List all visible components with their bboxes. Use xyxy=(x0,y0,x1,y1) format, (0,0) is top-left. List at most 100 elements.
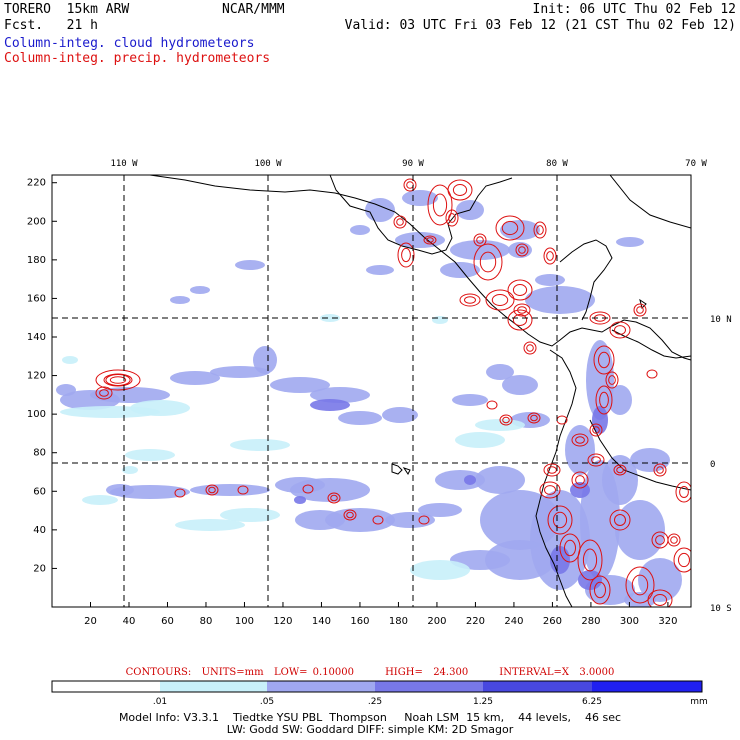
cloud-hydrometeor-field xyxy=(56,190,682,607)
cloud-blob xyxy=(525,286,595,314)
andes-region-line xyxy=(589,419,691,491)
precip-contour xyxy=(539,481,561,499)
precip-contour-inner xyxy=(518,246,526,254)
precip-contour-inner xyxy=(608,375,616,385)
precip-contour xyxy=(95,386,113,400)
precip-contour xyxy=(205,484,219,496)
precip-contour-inner xyxy=(452,184,468,196)
precip-contour xyxy=(327,492,341,504)
cloud-blob xyxy=(475,466,525,494)
lat-lon-grid xyxy=(52,175,691,607)
precip-contour xyxy=(473,233,487,247)
x-tick-label: 300 xyxy=(620,616,639,627)
cloud-blob xyxy=(270,377,330,393)
model-title: TORERO 15km ARW xyxy=(4,2,130,17)
y-tick-label: 140 xyxy=(27,332,46,343)
cloud-blob xyxy=(485,540,555,580)
precip-contour xyxy=(589,423,603,437)
init-time: Init: 06 UTC Thu 02 Feb 12 xyxy=(532,2,737,17)
plot-frame xyxy=(51,174,692,608)
cloud-blob xyxy=(220,508,280,522)
gulf-coast xyxy=(329,175,471,255)
cloud-blob xyxy=(410,560,470,580)
x-tick-label: 80 xyxy=(200,616,213,627)
cloud-blob xyxy=(170,296,190,304)
cloud-blob xyxy=(190,286,210,294)
cloud-blob xyxy=(125,449,175,461)
colorbar-label-1: .05 xyxy=(260,697,274,707)
precip-contour-inner xyxy=(502,416,510,424)
precip-contour-inner xyxy=(652,594,668,606)
colorbar-unit: mm xyxy=(690,697,708,707)
mexico-central-america-coast xyxy=(149,175,691,361)
precip-contour xyxy=(589,311,611,325)
y-tick-label: 120 xyxy=(27,371,46,382)
precip-contour-inner xyxy=(575,436,585,444)
precip-contour xyxy=(302,484,314,494)
precip-contour xyxy=(447,179,473,201)
precip-contour xyxy=(513,303,531,317)
precip-contour-inner xyxy=(598,351,610,369)
y-tick-label: 100 xyxy=(27,409,46,420)
precip-contour xyxy=(393,215,407,229)
precip-contour xyxy=(543,463,561,477)
model-info-line2: LW: Godd SW: Goddard DIFF: simple KM: 2D… xyxy=(226,723,514,736)
precip-contour-inner xyxy=(679,486,689,498)
cloud-blob xyxy=(295,510,345,530)
cloud-blob xyxy=(60,406,160,418)
precip-contour xyxy=(343,509,357,521)
cloud-blob xyxy=(175,519,245,531)
lon-label-90w: 90 W xyxy=(402,159,424,169)
cloud-blob xyxy=(624,592,656,607)
lon-labels: 110 W 100 W 90 W 80 W 70 W xyxy=(110,159,707,169)
lat-label-0: 0 xyxy=(710,460,715,470)
precip-contour xyxy=(571,433,589,447)
precip-contour-inner xyxy=(592,426,600,434)
x-tick-label: 120 xyxy=(273,616,292,627)
model-info-line1: Model Info: V3.3.1 Tiedtke YSU PBL Thomp… xyxy=(118,711,622,724)
colorbar-seg-3 xyxy=(375,681,483,692)
venezuela-coast xyxy=(611,329,691,359)
lon-label-80w: 80 W xyxy=(546,159,568,169)
y-tick-label: 20 xyxy=(33,563,46,574)
x-tick-label: 100 xyxy=(235,616,254,627)
precip-contour xyxy=(589,575,611,605)
cloud-blob xyxy=(170,371,220,385)
precip-contour-inner xyxy=(631,574,649,596)
precip-contour xyxy=(667,533,681,547)
cloud-blob xyxy=(82,495,118,505)
precip-contour xyxy=(95,369,141,391)
cloud-blob xyxy=(310,387,370,403)
cloud-blob xyxy=(235,260,265,270)
precip-contour-inner xyxy=(656,466,664,474)
y-tick-label: 80 xyxy=(33,448,46,459)
precip-contour xyxy=(485,289,515,311)
precip-contour xyxy=(595,385,613,415)
precip-contour-inner xyxy=(491,294,509,306)
precip-contour xyxy=(515,243,529,257)
precip-contour-inner xyxy=(512,314,528,326)
precip-contour-inner xyxy=(575,475,585,485)
precip-contour xyxy=(499,414,513,426)
precip-contour xyxy=(533,221,547,239)
cloud-blob xyxy=(616,237,644,247)
legend-precip: Column-integ. precip. hydrometeors xyxy=(4,51,271,66)
precip-contour-inner xyxy=(401,247,411,263)
lat-labels: 10 N 0 10 S xyxy=(710,315,732,614)
precip-contour-inner xyxy=(616,466,624,474)
precip-contour-inner xyxy=(530,414,538,422)
contour-info: CONTOURS: UNITS=mm LOW= 0.10000 HIGH= 24… xyxy=(125,667,615,678)
cloud-blob xyxy=(190,484,270,496)
valid-time: Valid: 03 UTC Fri 03 Feb 12 (21 CST Thu … xyxy=(344,18,736,33)
cuba-outline xyxy=(609,175,691,229)
colorbar-seg-2 xyxy=(267,681,375,692)
cloud-blob xyxy=(310,399,350,411)
cloud-blob xyxy=(338,411,382,425)
precip-contour xyxy=(547,505,573,535)
precip-contour xyxy=(473,243,503,281)
precip-contour xyxy=(646,369,658,379)
precip-contour-inner xyxy=(432,193,448,217)
precip-contour-inner xyxy=(594,581,606,599)
precip-contour-inner xyxy=(426,237,434,243)
